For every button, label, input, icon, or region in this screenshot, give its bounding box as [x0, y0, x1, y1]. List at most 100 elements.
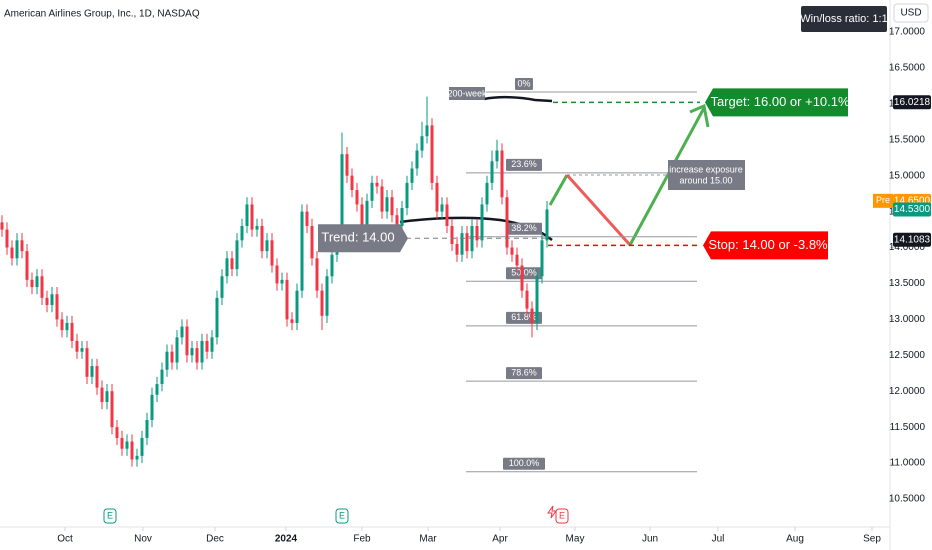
stop-label: Stop: 14.00 or -3.8%	[708, 237, 828, 252]
candle-body	[530, 308, 534, 323]
candle-body	[70, 322, 74, 341]
y-tick-label: 16.5000	[889, 63, 926, 74]
candle-body	[165, 351, 169, 370]
earnings-label: E	[339, 510, 345, 520]
x-tick-label: 2024	[275, 534, 298, 545]
ma-label-box	[449, 87, 485, 100]
y-tick-label: 11.0000	[890, 458, 926, 469]
candle-body	[220, 276, 224, 298]
candle-body	[215, 297, 219, 338]
x-tick-label: Dec	[206, 534, 224, 545]
y-tick-label: 13.5000	[889, 278, 926, 289]
candle-body	[520, 265, 524, 291]
candle-body	[230, 258, 234, 270]
candle-body	[175, 337, 179, 363]
candle-body	[545, 209, 549, 241]
candle-body	[475, 225, 479, 241]
candle-body	[515, 254, 519, 266]
candle-body	[65, 322, 69, 331]
candle-body	[35, 276, 39, 288]
candle-body	[270, 240, 274, 266]
price-label: 14.6500	[894, 195, 931, 206]
y-tick-label: 11.5000	[890, 422, 926, 433]
x-tick-label: May	[566, 534, 585, 545]
candle-body	[445, 204, 449, 226]
candle-body	[500, 150, 504, 198]
candle-body	[295, 290, 299, 323]
price-label: 14.5300	[894, 204, 931, 215]
candle-body	[205, 340, 209, 352]
x-tick-label: Sep	[863, 534, 881, 545]
candle-body	[125, 441, 129, 449]
fib-label-box	[506, 222, 542, 235]
candle-body	[90, 366, 94, 377]
projection-up	[548, 174, 569, 206]
earnings-icon	[103, 508, 117, 524]
candle-body	[240, 225, 244, 241]
y-tick-label: 10.5000	[889, 494, 926, 505]
fib-label-box	[506, 158, 542, 171]
fib-label: 61.8%	[511, 312, 537, 322]
candle-body	[320, 290, 324, 316]
price-label-box	[893, 232, 931, 247]
candle-body	[160, 369, 164, 385]
fib-label-box	[515, 77, 533, 90]
price-tag: Pre	[876, 195, 890, 205]
candle-body	[365, 200, 369, 226]
stop-box	[703, 231, 828, 260]
candle-body	[330, 254, 334, 277]
candle-body	[435, 182, 439, 212]
candle-body	[60, 319, 64, 331]
y-tick-label: 12.0000	[889, 386, 926, 397]
candle-body	[535, 276, 539, 323]
candle-body	[50, 294, 54, 306]
x-tick-label: Mar	[419, 534, 437, 545]
y-tick-label: 14.0000	[889, 242, 926, 253]
candle-body	[540, 240, 544, 277]
candle-body	[495, 150, 499, 162]
x-tick-label: Apr	[492, 534, 508, 545]
candle-body	[275, 265, 279, 284]
candle-body	[385, 197, 389, 212]
candle-body	[460, 233, 464, 255]
candle-body	[350, 175, 354, 191]
y-tick-label: 17.0000	[889, 27, 926, 38]
earnings-label: E	[559, 510, 565, 520]
fib-label: 23.6%	[511, 159, 537, 169]
candle-body	[250, 204, 254, 230]
fib-label: 100.0%	[509, 458, 540, 468]
fib-label-box	[506, 367, 542, 380]
candle-body	[200, 340, 204, 363]
note-line: increase exposure	[669, 164, 743, 174]
projection-arrow	[628, 103, 710, 246]
candle-body	[195, 348, 199, 363]
candle-body	[425, 125, 429, 137]
candle-body	[95, 366, 99, 388]
price-label: 14.1083	[894, 234, 931, 245]
trend-label: Trend: 14.00	[321, 230, 394, 245]
candle-body	[185, 326, 189, 356]
candle-body	[450, 225, 454, 244]
candle-body	[455, 243, 459, 255]
candle-body	[375, 182, 379, 187]
price-tag-box	[873, 193, 893, 208]
currency-box[interactable]	[893, 3, 929, 23]
note-box	[668, 160, 745, 190]
candle-body	[120, 437, 124, 449]
fib-label-box	[503, 457, 545, 470]
note-line: around 15.00	[679, 175, 732, 185]
candle-body	[485, 182, 489, 205]
candle-body	[525, 290, 529, 309]
fib-label: 0%	[517, 78, 530, 88]
candle-body	[290, 319, 294, 323]
candle-body	[100, 387, 104, 403]
candle-body	[340, 154, 344, 234]
candle-body	[285, 279, 289, 320]
candle-body	[310, 225, 314, 259]
candle-body	[5, 229, 9, 248]
candle-body	[115, 427, 119, 438]
fib-label: 50.0%	[511, 268, 537, 278]
earnings-label: E	[107, 510, 113, 520]
candle-body	[380, 186, 384, 212]
